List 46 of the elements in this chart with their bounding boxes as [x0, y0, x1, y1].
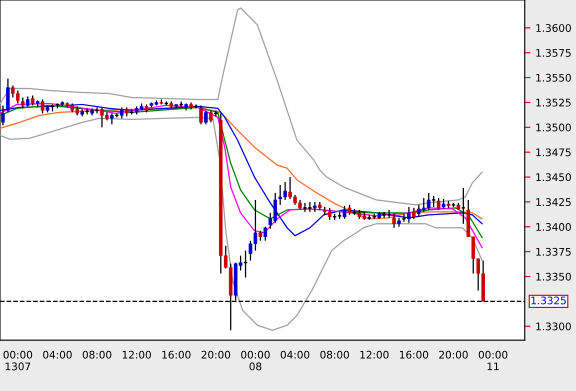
candlestick: [264, 226, 268, 242]
y-tick-label: 1.3550: [536, 74, 571, 82]
candlestick: [460, 187, 466, 224]
candlestick: [20, 96, 25, 110]
x-tick-label: 08:00: [320, 350, 349, 359]
y-tick-label: 1.3300: [536, 322, 571, 330]
y-tick-label: 1.3450: [536, 173, 571, 182]
x-tick-label: 00:00 08: [241, 350, 270, 370]
y-tick-label: 1.3525: [536, 98, 571, 107]
x-tick-label: 12:00: [122, 350, 151, 359]
candlestick: [436, 197, 440, 210]
x-tick-label: 12:00: [360, 350, 389, 359]
candlestick: [431, 195, 436, 208]
x-tick-label: 16:00: [162, 350, 191, 359]
y-tick-label: 1.3375: [536, 248, 571, 256]
y-tick-label: 1.3425: [536, 198, 571, 206]
y-tick-label: 1.3475: [536, 148, 571, 156]
x-tick-label: 20:00: [202, 350, 230, 359]
candlestick: [442, 198, 446, 210]
x-tick-label: 08:00: [82, 350, 112, 359]
candlestick: [30, 94, 34, 106]
x-tick-label: 16:00: [400, 350, 428, 359]
candlestick: [258, 230, 262, 242]
candlestick: [199, 104, 203, 125]
x-tick-label: 20:00: [439, 350, 468, 359]
candlestick: [392, 213, 396, 228]
candlestick: [382, 211, 387, 218]
y-tick-label: 1.3350: [536, 272, 571, 281]
candlestick: [213, 110, 218, 117]
candlestick: [412, 207, 416, 220]
ref-line-label: 1.3325: [531, 296, 566, 304]
candlestick: [204, 110, 208, 125]
candlestick: [308, 201, 312, 212]
x-tick-label: 00:00 1307: [4, 350, 32, 370]
y-tick-label: 1.3400: [536, 223, 571, 231]
candlestick: [6, 78, 10, 114]
x-tick-label: 00:00 11: [478, 350, 508, 370]
candlestick: [26, 96, 30, 108]
x-tick-label: 04:00: [280, 350, 310, 359]
candlestick: [40, 98, 44, 114]
y-tick-label: 1.3575: [536, 48, 571, 57]
y-tick-label: 1.3500: [536, 124, 571, 132]
candlestick: [243, 250, 248, 278]
candlestick: [178, 100, 184, 108]
x-tick-label: 04:00: [43, 350, 72, 359]
y-tick-label: 1.3600: [536, 24, 571, 32]
